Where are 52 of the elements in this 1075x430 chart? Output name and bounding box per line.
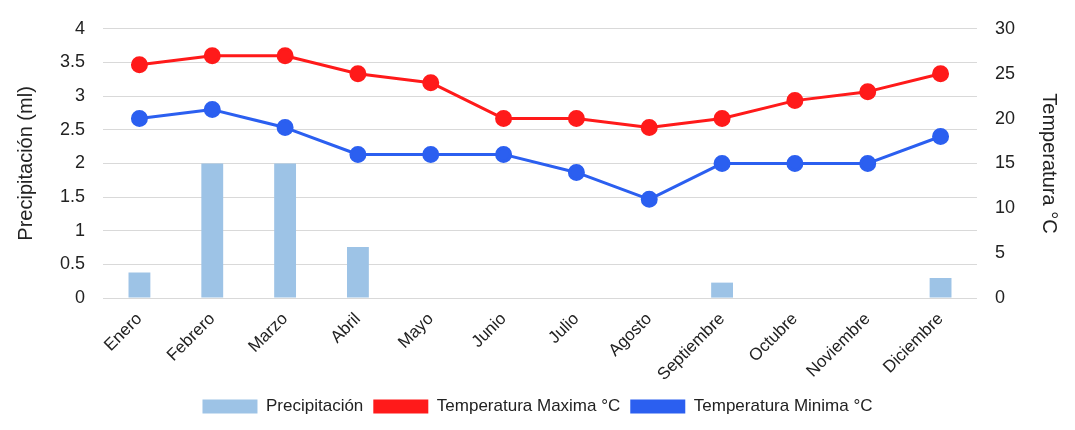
point [203, 47, 221, 65]
legend-label: Temperatura Minima °C [693, 396, 873, 416]
y2-tick-label: 5 [994, 242, 1005, 263]
point [276, 119, 294, 137]
point [713, 110, 731, 128]
point [859, 154, 877, 172]
bar [347, 246, 369, 298]
y-tick-label: 0.5 [59, 253, 86, 274]
point [495, 110, 513, 128]
y-tick-label: 1 [75, 219, 86, 240]
point [713, 154, 731, 172]
y2-tick-label: 0 [994, 287, 1005, 308]
y-axis-title: Precipitación (ml) [13, 86, 36, 241]
point [786, 92, 804, 110]
point [786, 154, 804, 172]
point [422, 145, 440, 163]
point [495, 145, 513, 163]
x-tick-label: Julio [544, 309, 583, 348]
point [859, 83, 877, 101]
legend-label: Temperatura Maxima °C [436, 396, 621, 416]
bar [929, 277, 952, 298]
point [203, 101, 221, 119]
point [640, 119, 658, 137]
point [276, 47, 294, 65]
bar [128, 272, 151, 298]
point [130, 110, 148, 128]
y-tick-label: 2.5 [59, 118, 86, 139]
point [567, 163, 585, 181]
y2-tick-label: 10 [994, 197, 1016, 218]
y2-tick-label: 15 [994, 152, 1016, 173]
y2-axis-title: Temperatura °C [1039, 93, 1062, 234]
y2-tick-label: 30 [994, 17, 1016, 38]
point [422, 74, 440, 92]
y-tick-label: 0 [75, 287, 86, 308]
point [567, 110, 585, 128]
bar [274, 163, 297, 298]
point [932, 65, 950, 83]
y-tick-label: 4 [75, 17, 86, 38]
y-tick-label: 3.5 [59, 51, 86, 72]
point [932, 128, 950, 146]
bar [711, 282, 733, 298]
y-tick-label: 1.5 [59, 186, 86, 207]
y-tick-label: 2 [75, 152, 86, 173]
legend-label: Precipitación [265, 396, 364, 416]
point [130, 56, 148, 74]
point [349, 145, 367, 163]
y2-tick-label: 25 [994, 62, 1016, 83]
y-tick-label: 3 [75, 85, 86, 106]
point [640, 190, 658, 208]
y2-tick-label: 20 [994, 107, 1016, 128]
bar [201, 163, 224, 298]
point [349, 65, 367, 83]
